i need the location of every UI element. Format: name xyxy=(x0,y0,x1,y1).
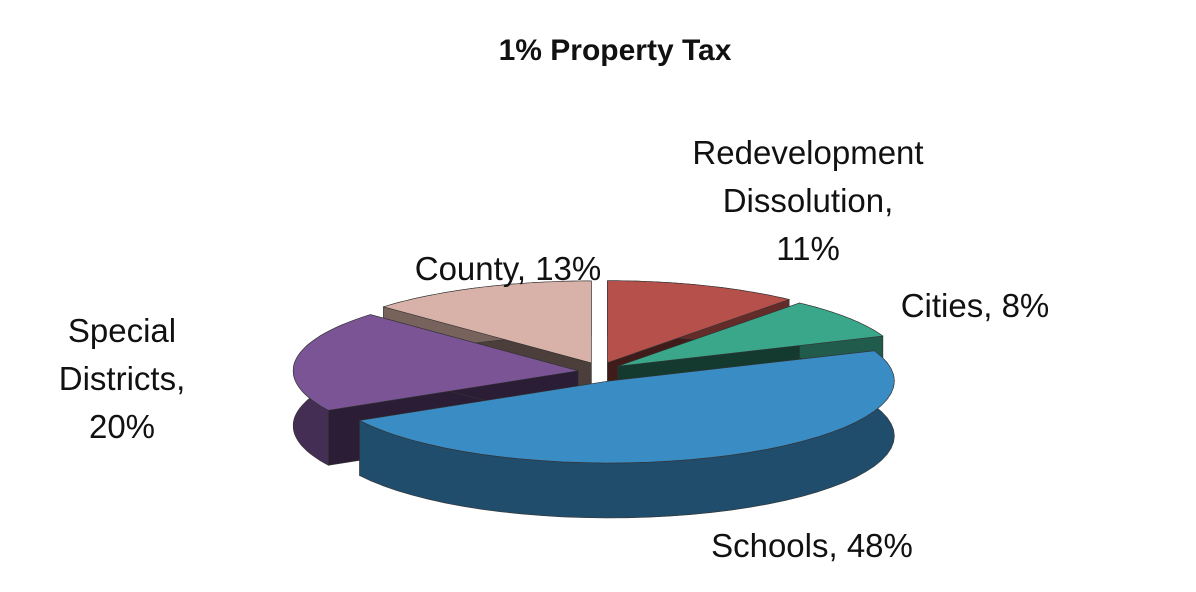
data-label: Districts, xyxy=(59,360,186,397)
data-label: Special xyxy=(68,312,176,349)
data-label: Dissolution, xyxy=(723,182,894,219)
data-label: 20% xyxy=(89,408,155,445)
slice xyxy=(292,314,579,411)
data-label: Redevelopment xyxy=(692,134,923,171)
data-label: Cities, 8% xyxy=(901,287,1050,324)
data-label: County, 13% xyxy=(415,250,602,287)
slice xyxy=(607,280,791,364)
data-label: 11% xyxy=(776,230,840,267)
slice xyxy=(358,350,895,464)
slice xyxy=(382,280,592,364)
slice xyxy=(617,302,884,367)
data-label: Schools, 48% xyxy=(711,527,913,564)
chart-title: 1% Property Tax xyxy=(499,34,732,67)
